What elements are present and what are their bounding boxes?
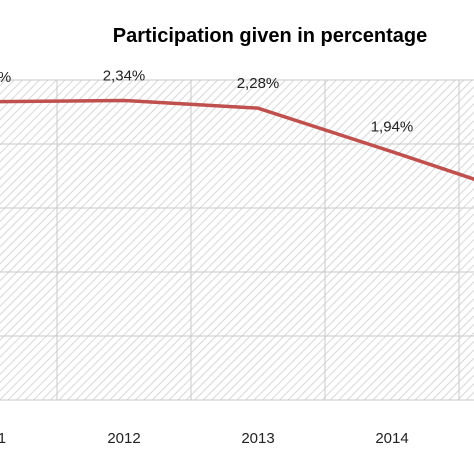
data-labels: 2,33% 2,34% 2,28% 1,94% [0, 67, 413, 135]
x-tick-label: 2012 [107, 430, 140, 447]
gridlines [0, 79, 474, 401]
data-label: 2,34% [103, 67, 146, 84]
x-tick-label: 2013 [241, 430, 274, 447]
data-label: 1,94% [371, 119, 414, 136]
series-group [0, 98, 474, 181]
data-label: 2,28% [237, 75, 280, 92]
x-tick-label: 2014 [375, 430, 408, 447]
chart-title: Participation given in percentage [113, 25, 428, 47]
x-axis-ticks: 20112012201320142015 [0, 430, 409, 447]
x-tick-label: 2011 [0, 430, 6, 447]
plot-area [0, 80, 474, 400]
data-label: 2,33% [0, 69, 11, 86]
